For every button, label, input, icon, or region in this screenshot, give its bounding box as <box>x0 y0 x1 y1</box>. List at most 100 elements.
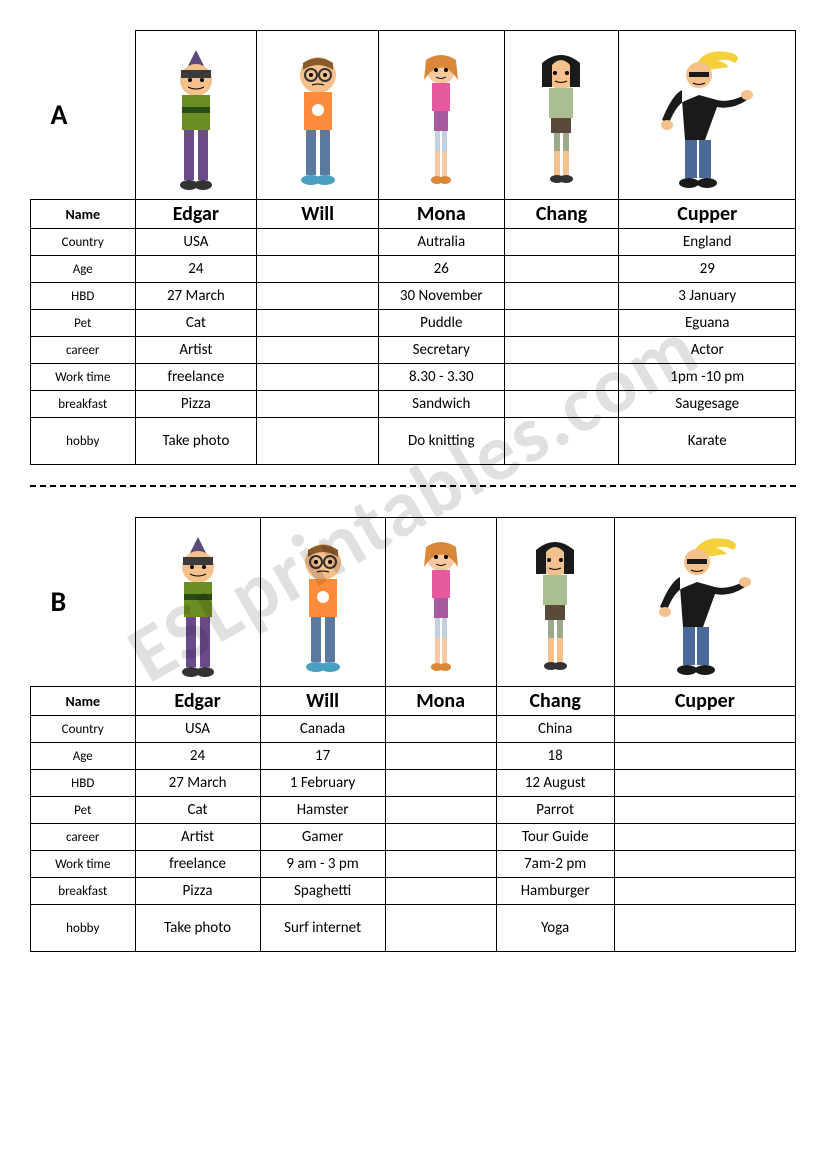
country-cell: England <box>619 229 796 256</box>
name-cell: Chang <box>504 200 619 229</box>
character-chang-image <box>496 518 614 687</box>
cut-line-divider <box>30 485 796 487</box>
career-cell <box>504 337 619 364</box>
hbd-cell <box>385 770 496 797</box>
country-cell <box>385 716 496 743</box>
age-cell: 24 <box>135 256 257 283</box>
hobby-cell <box>504 418 619 465</box>
age-cell: 24 <box>135 743 260 770</box>
country-cell: USA <box>135 229 257 256</box>
hbd-cell <box>614 770 795 797</box>
row-label-name: Name <box>31 687 136 716</box>
row-label-breakfast: breakfast <box>31 878 136 905</box>
hobby-cell: Karate <box>619 418 796 465</box>
name-cell: Will <box>257 200 379 229</box>
row-label-pet: Pet <box>31 310 136 337</box>
row-label-hbd: HBD <box>31 770 136 797</box>
character-cupper-image <box>614 518 795 687</box>
hobby-cell: Take photo <box>135 905 260 952</box>
worktime-cell: 7am-2 pm <box>496 851 614 878</box>
row-label-pet: Pet <box>31 797 136 824</box>
age-cell: 17 <box>260 743 385 770</box>
breakfast-cell: Pizza <box>135 391 257 418</box>
row-label-age: Age <box>31 743 136 770</box>
pet-cell <box>385 797 496 824</box>
pet-cell <box>614 797 795 824</box>
pet-cell: Parrot <box>496 797 614 824</box>
worktime-cell: 8.30 - 3.30 <box>379 364 505 391</box>
worksheet-table-b: B <box>30 517 796 952</box>
career-cell: Gamer <box>260 824 385 851</box>
character-chang-image <box>504 31 619 200</box>
career-cell: Secretary <box>379 337 505 364</box>
hobby-cell <box>614 905 795 952</box>
breakfast-cell <box>614 878 795 905</box>
country-cell: USA <box>135 716 260 743</box>
character-mona-image <box>385 518 496 687</box>
row-label-age: Age <box>31 256 136 283</box>
row-label-career: career <box>31 824 136 851</box>
country-cell <box>614 716 795 743</box>
row-label-name: Name <box>31 200 136 229</box>
breakfast-cell <box>257 391 379 418</box>
hobby-cell: Yoga <box>496 905 614 952</box>
worktime-cell: 9 am - 3 pm <box>260 851 385 878</box>
section-letter-a: A <box>31 31 136 200</box>
career-cell: Artist <box>135 824 260 851</box>
worktime-cell <box>257 364 379 391</box>
worksheet-table-a: A <box>30 30 796 465</box>
breakfast-cell: Spaghetti <box>260 878 385 905</box>
country-cell: Autralia <box>379 229 505 256</box>
row-label-breakfast: breakfast <box>31 391 136 418</box>
character-edgar-image <box>135 31 257 200</box>
name-cell: Mona <box>385 687 496 716</box>
name-cell: Chang <box>496 687 614 716</box>
pet-cell <box>257 310 379 337</box>
career-cell: Tour Guide <box>496 824 614 851</box>
hobby-cell <box>385 905 496 952</box>
character-will-image <box>257 31 379 200</box>
row-label-country: Country <box>31 716 136 743</box>
character-edgar-image <box>135 518 260 687</box>
age-cell <box>257 256 379 283</box>
hobby-cell: Do knitting <box>379 418 505 465</box>
country-cell: Canada <box>260 716 385 743</box>
name-cell: Edgar <box>135 687 260 716</box>
breakfast-cell: Saugesage <box>619 391 796 418</box>
hbd-cell: 1 February <box>260 770 385 797</box>
worktime-cell <box>504 364 619 391</box>
worktime-cell <box>614 851 795 878</box>
breakfast-cell: Pizza <box>135 878 260 905</box>
name-cell: Will <box>260 687 385 716</box>
age-cell <box>385 743 496 770</box>
row-label-country: Country <box>31 229 136 256</box>
hobby-cell <box>257 418 379 465</box>
age-cell <box>614 743 795 770</box>
country-cell <box>504 229 619 256</box>
career-cell: Actor <box>619 337 796 364</box>
age-cell: 26 <box>379 256 505 283</box>
breakfast-cell: Hamburger <box>496 878 614 905</box>
hbd-cell: 27 March <box>135 770 260 797</box>
career-cell: Artist <box>135 337 257 364</box>
name-cell: Cupper <box>614 687 795 716</box>
hbd-cell: 3 January <box>619 283 796 310</box>
worktime-cell <box>385 851 496 878</box>
age-cell: 29 <box>619 256 796 283</box>
career-cell <box>385 824 496 851</box>
breakfast-cell: Sandwich <box>379 391 505 418</box>
row-label-career: career <box>31 337 136 364</box>
row-label-hobby: hobby <box>31 418 136 465</box>
hobby-cell: Surf internet <box>260 905 385 952</box>
pet-cell: Hamster <box>260 797 385 824</box>
name-cell: Edgar <box>135 200 257 229</box>
character-cupper-image <box>619 31 796 200</box>
hbd-cell <box>257 283 379 310</box>
pet-cell: Puddle <box>379 310 505 337</box>
breakfast-cell <box>385 878 496 905</box>
career-cell <box>614 824 795 851</box>
hbd-cell: 30 November <box>379 283 505 310</box>
hbd-cell: 27 March <box>135 283 257 310</box>
age-cell: 18 <box>496 743 614 770</box>
worktime-cell: 1pm -10 pm <box>619 364 796 391</box>
